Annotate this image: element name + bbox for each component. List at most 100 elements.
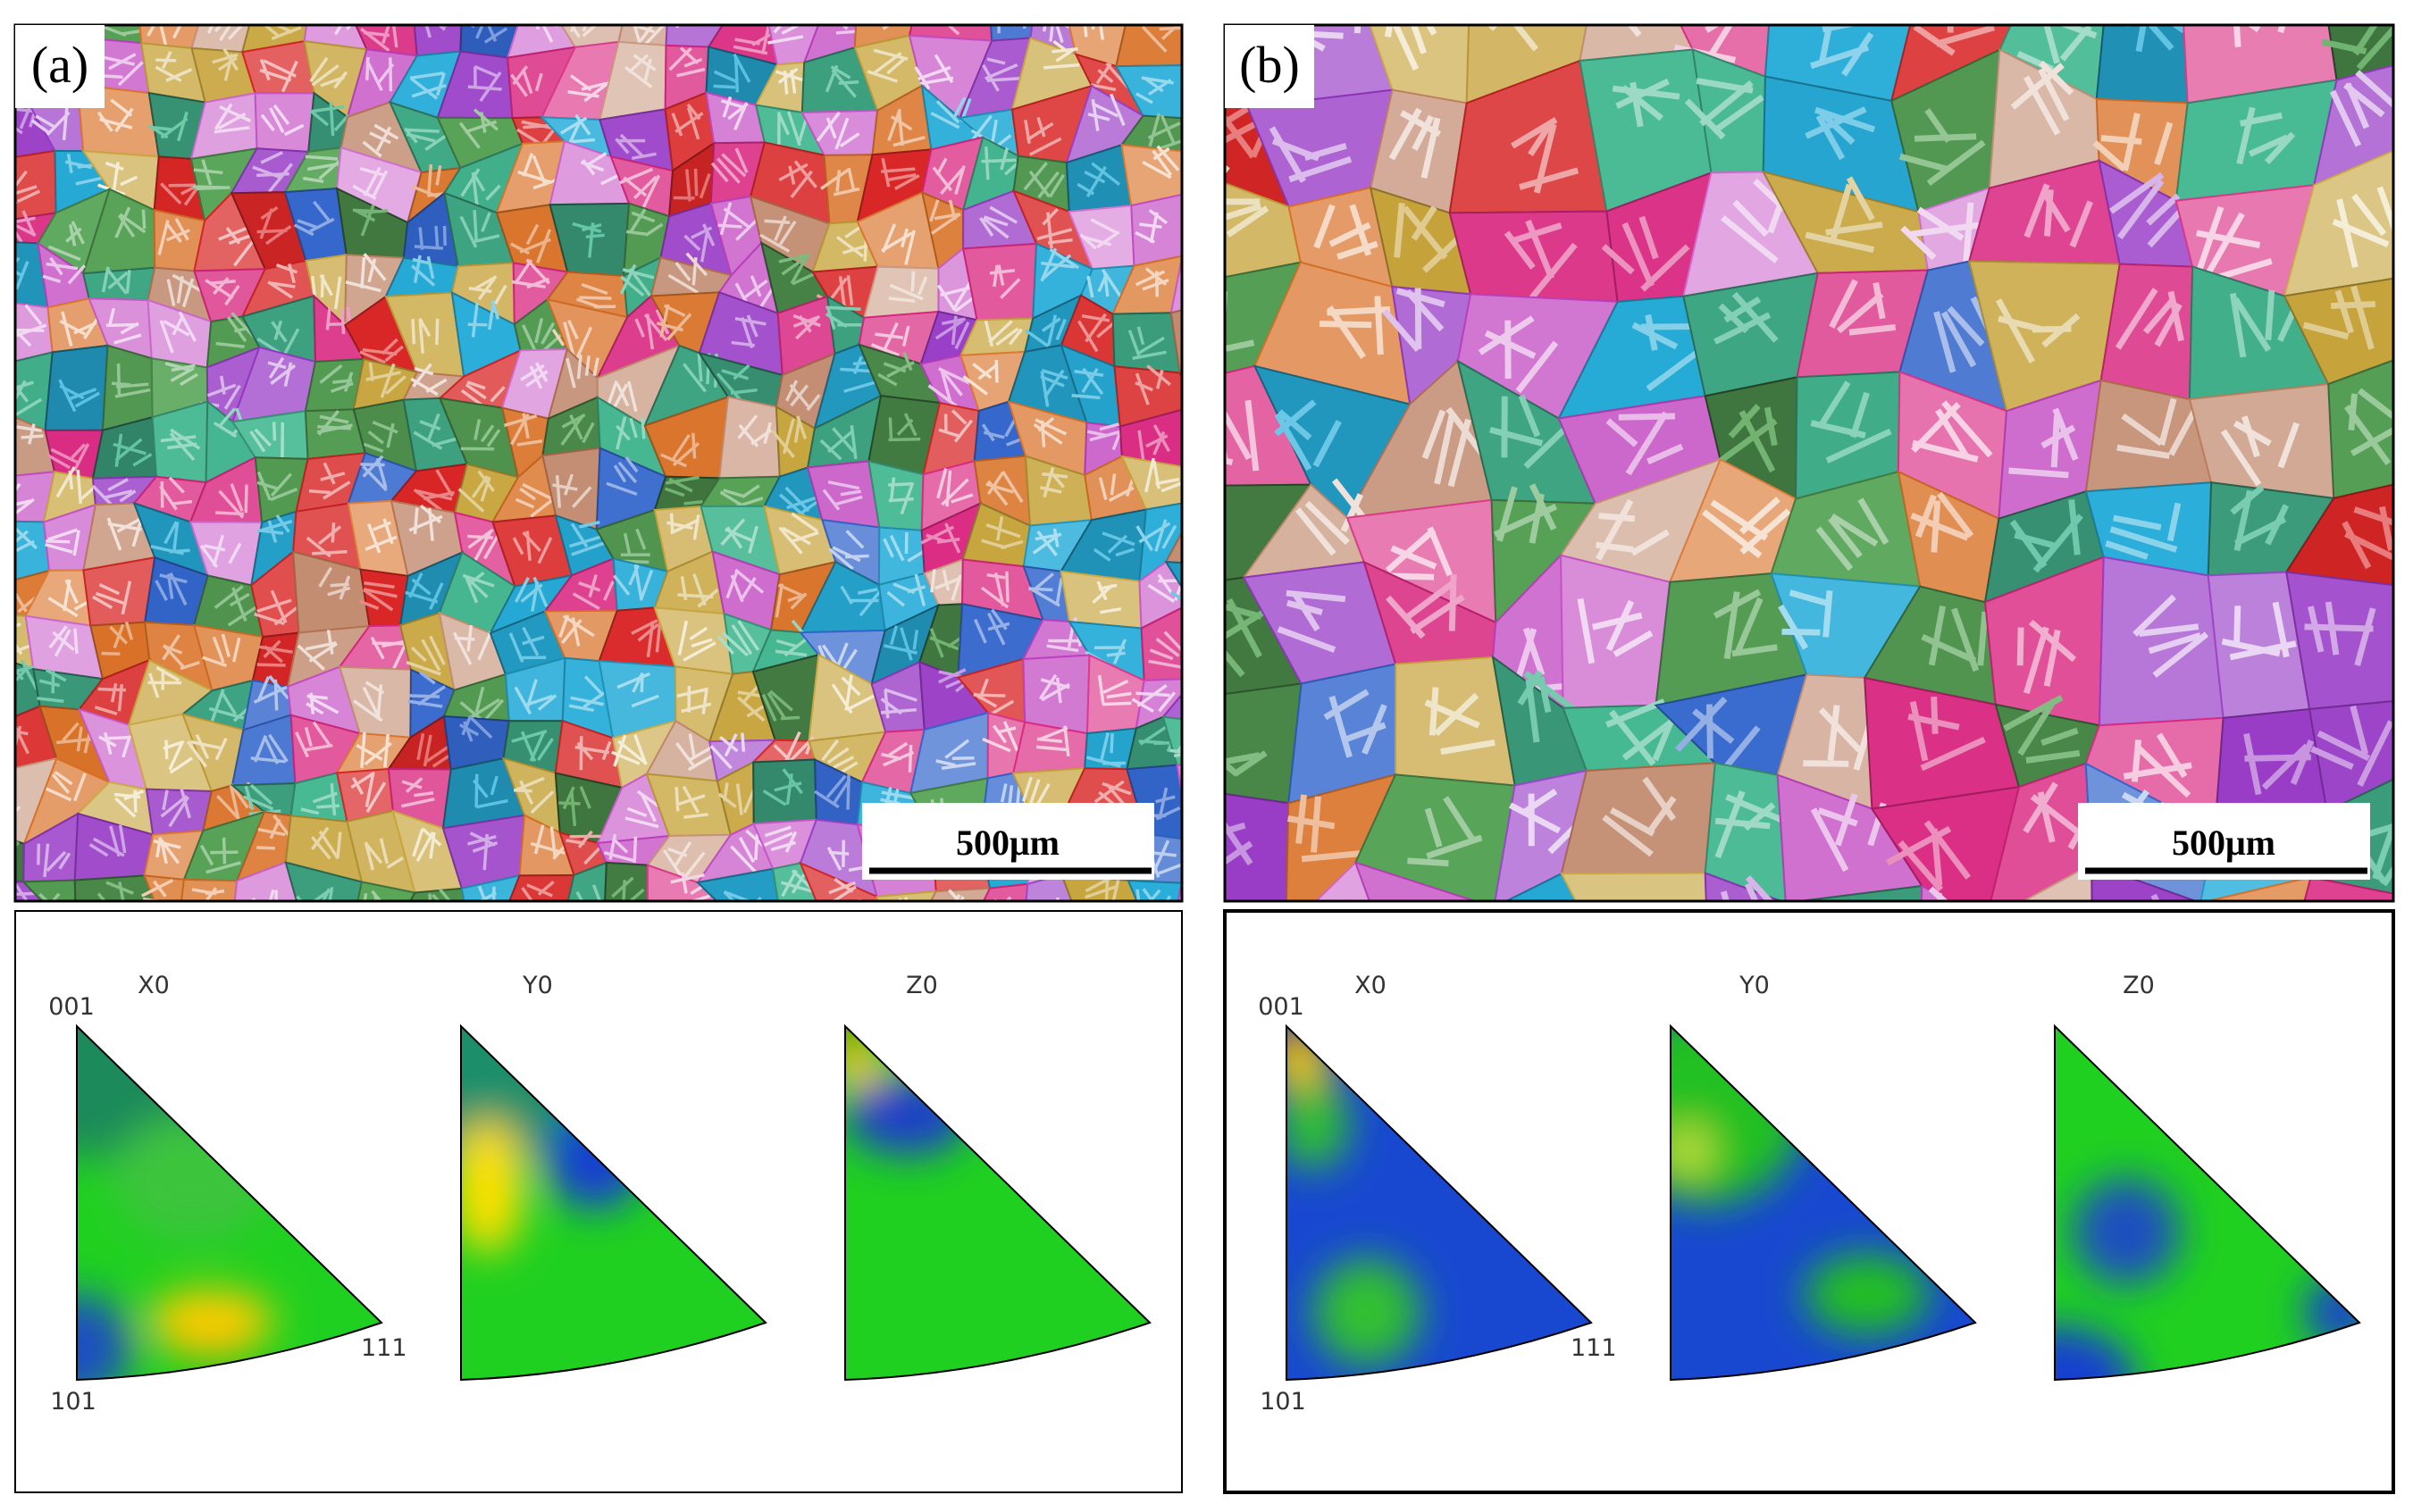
dendrite [159, 320, 174, 354]
dendrite [362, 455, 384, 478]
dendrite [1195, 379, 1223, 405]
dendrite [1085, 165, 1107, 197]
dendrite [1186, 256, 1210, 279]
dendrite [1146, 364, 1171, 387]
dendrite [210, 280, 236, 285]
dendrite [566, 839, 585, 846]
dendrite [125, 270, 131, 294]
dendrite [2344, 82, 2370, 129]
dendrite [1625, 411, 1669, 476]
dendrite [457, 488, 485, 513]
dendrite [561, 25, 581, 38]
dendrite [997, 726, 1017, 734]
dendrite [2148, 632, 2202, 655]
dendrite [160, 480, 164, 508]
dendrite [623, 176, 648, 197]
grain [1160, 693, 1182, 721]
dendrite [1145, 434, 1169, 448]
dendrite [2116, 444, 2170, 459]
dendrite [467, 714, 493, 739]
dendrite [754, 833, 759, 861]
dendrite [1055, 319, 1067, 341]
dendrite [386, 856, 404, 869]
grain [2400, 63, 2413, 186]
dendrite [1605, 698, 1666, 728]
dendrite [1849, 391, 1870, 439]
dendrite [1857, 497, 1889, 546]
dendrite [1638, 215, 1659, 260]
dendrite [0, 792, 1, 819]
dendrite [411, 185, 442, 200]
dendrite [221, 691, 237, 715]
dendrite [1225, 401, 1253, 461]
dendrite [2302, 322, 2350, 340]
dendrite [1533, 123, 1557, 194]
dendrite [534, 362, 549, 383]
dendrite [230, 783, 249, 809]
dendrite [1150, 13, 1176, 25]
dendrite [560, 415, 583, 447]
dendrite [419, 420, 441, 431]
dendrite [1995, 298, 2035, 363]
dendrite [591, 884, 603, 901]
dendrite [2348, 393, 2358, 430]
dendrite [1496, 0, 1547, 8]
dendrite [364, 30, 390, 38]
dendrite [739, 576, 757, 602]
dendrite [2381, 836, 2393, 887]
dendrite [151, 125, 172, 131]
dendrite [1085, 756, 1121, 768]
dendrite [592, 357, 599, 376]
dendrite [230, 483, 244, 512]
dendrite [124, 621, 134, 640]
dendrite [625, 230, 647, 236]
dendrite [1041, 369, 1068, 380]
dendrite [888, 297, 916, 303]
dendrite [1908, 221, 1980, 238]
dendrite [312, 549, 348, 556]
dendrite [117, 683, 124, 712]
dendrite [558, 801, 581, 806]
dendrite [429, 831, 436, 859]
dendrite [490, 775, 499, 796]
dendrite [904, 230, 916, 265]
dendrite [778, 163, 809, 182]
dendrite [1931, 828, 1943, 886]
dendrite [896, 418, 914, 436]
dendrite [480, 112, 487, 133]
dendrite [214, 585, 244, 610]
dendrite [56, 737, 93, 745]
dendrite [2059, 25, 2092, 62]
grain [1704, 762, 1787, 901]
dendrite [671, 434, 691, 462]
grain [876, 890, 938, 901]
dendrite [58, 852, 71, 870]
dendrite [1717, 418, 1778, 464]
grain [2098, 556, 2224, 727]
dendrite [629, 417, 638, 439]
scale-bar-label: 500μm [2172, 823, 2275, 863]
dendrite [978, 678, 989, 700]
dendrite [163, 739, 185, 750]
dendrite [254, 735, 267, 763]
dendrite [935, 759, 956, 767]
dendrite [883, 538, 894, 558]
dendrite [1037, 416, 1055, 432]
dendrite [494, 284, 507, 305]
dendrite [147, 124, 169, 139]
dendrite [943, 414, 948, 433]
dendrite [785, 773, 793, 806]
dendrite [1090, 83, 1117, 92]
dendrite [1344, 722, 1387, 743]
dendrite [55, 466, 76, 498]
dendrite [168, 796, 190, 828]
dendrite [410, 646, 427, 663]
dendrite [980, 586, 1010, 609]
dendrite [1142, 278, 1169, 291]
dendrite [903, 413, 917, 437]
dendrite [108, 735, 131, 740]
dendrite [1084, 171, 1106, 184]
dendrite [819, 439, 842, 461]
dendrite [269, 818, 281, 840]
dendrite [617, 461, 638, 484]
